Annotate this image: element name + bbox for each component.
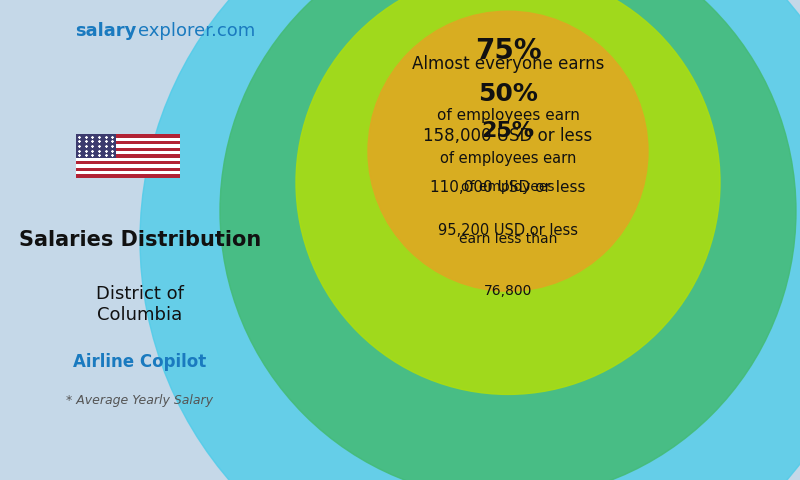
Bar xyxy=(76,138,180,141)
Bar xyxy=(76,134,115,157)
Bar xyxy=(76,171,180,174)
Text: of employees: of employees xyxy=(462,180,554,194)
Text: Salaries Distribution: Salaries Distribution xyxy=(19,230,261,250)
Bar xyxy=(76,157,180,161)
Text: District of
Columbia: District of Columbia xyxy=(96,286,184,324)
Ellipse shape xyxy=(220,0,796,480)
Ellipse shape xyxy=(140,0,800,480)
Text: Almost everyone earns: Almost everyone earns xyxy=(412,55,604,73)
Bar xyxy=(76,134,180,178)
Bar xyxy=(76,161,180,164)
Ellipse shape xyxy=(368,11,648,291)
Bar xyxy=(76,164,180,168)
Ellipse shape xyxy=(296,0,720,395)
Text: 76,800: 76,800 xyxy=(484,284,532,298)
Text: explorer.com: explorer.com xyxy=(138,22,255,40)
Bar xyxy=(76,155,180,157)
Text: 25%: 25% xyxy=(482,121,534,141)
Text: Airline Copilot: Airline Copilot xyxy=(74,353,206,372)
Text: * Average Yearly Salary: * Average Yearly Salary xyxy=(66,394,214,408)
Bar xyxy=(76,141,180,144)
Text: earn less than: earn less than xyxy=(459,232,557,246)
Bar xyxy=(76,144,180,148)
Bar xyxy=(76,174,180,178)
Text: 50%: 50% xyxy=(478,83,538,107)
Bar xyxy=(76,151,180,155)
Text: 110,000 USD or less: 110,000 USD or less xyxy=(430,180,586,195)
Bar xyxy=(76,168,180,171)
Text: of employees earn: of employees earn xyxy=(440,151,576,166)
Text: of employees earn: of employees earn xyxy=(437,108,579,123)
Bar xyxy=(76,134,180,138)
Text: 75%: 75% xyxy=(474,37,542,65)
Text: 158,000 USD or less: 158,000 USD or less xyxy=(423,127,593,145)
Bar xyxy=(76,148,180,151)
Text: 95,200 USD or less: 95,200 USD or less xyxy=(438,223,578,238)
Text: salary: salary xyxy=(74,22,136,40)
